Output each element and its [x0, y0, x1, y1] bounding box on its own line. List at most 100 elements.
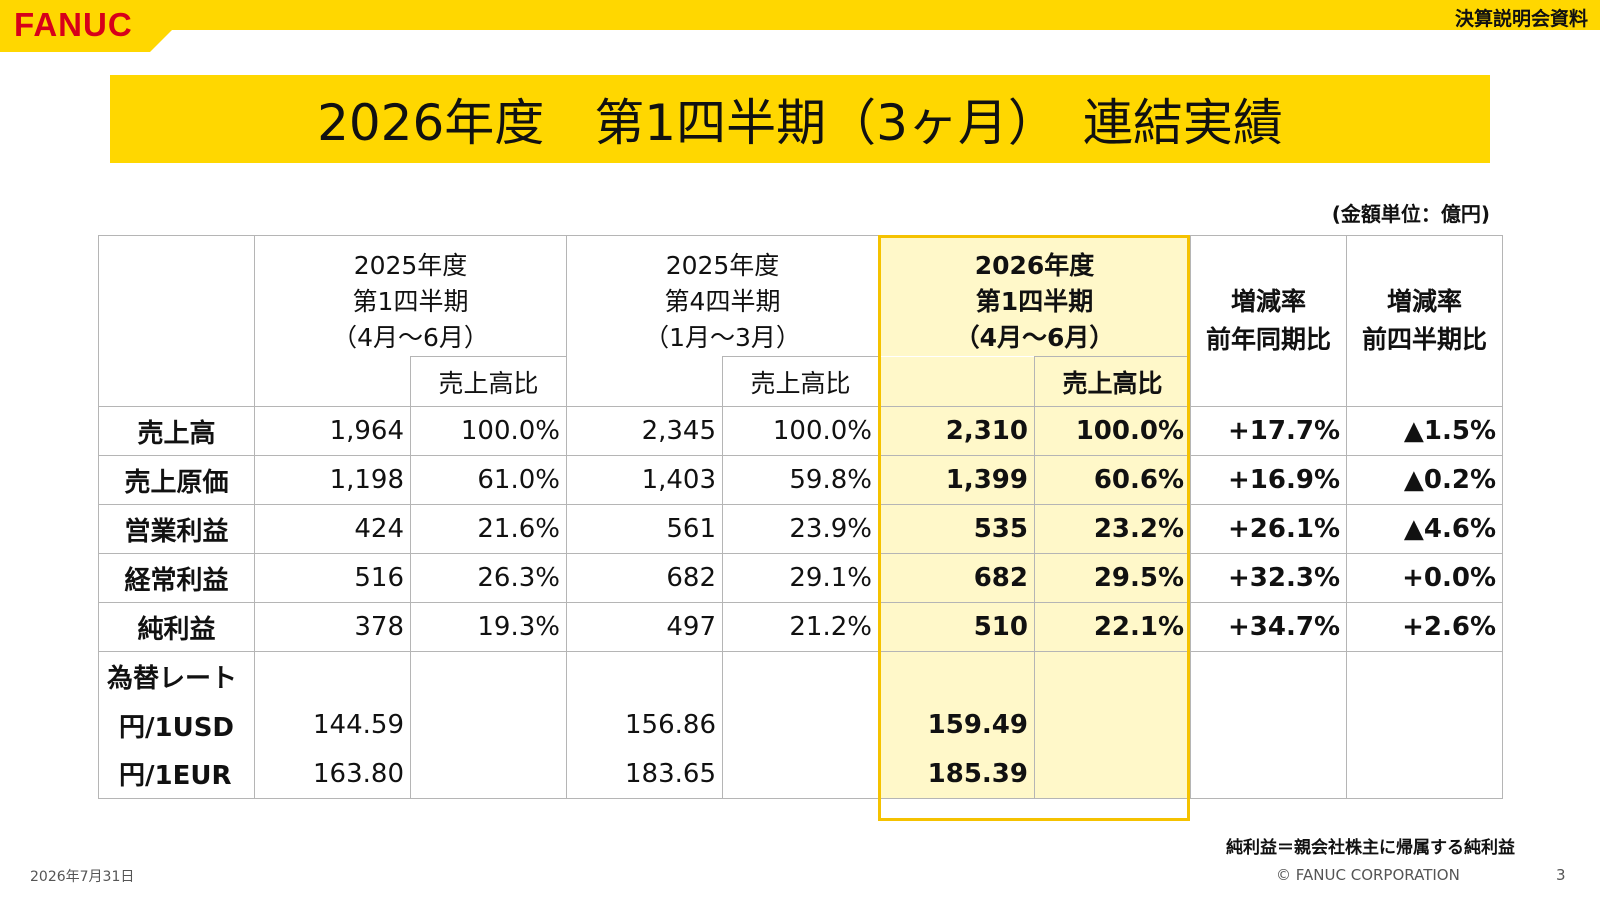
yoy-cell: +34.7% [1190, 602, 1348, 652]
fx-value: 163.80 [254, 749, 411, 799]
value-cell: 516 [254, 553, 411, 603]
table-row-sales: 売上高 1,964 100.0% 2,345 100.0% 2,310 100.… [98, 406, 1504, 456]
value-cell: 1,198 [254, 455, 411, 505]
header-row: 2025年度 第1四半期 （4月～6月） 2025年度 第4四半期 （1月～3月… [98, 235, 1504, 407]
value-cell: 1,964 [254, 406, 411, 456]
yoy-cell: +17.7% [1190, 406, 1348, 456]
empty-cell [722, 700, 879, 750]
value-cell: 561 [566, 504, 723, 554]
value-cell: 2,310 [878, 406, 1035, 456]
ratio-cell: 29.5% [1033, 553, 1192, 603]
table-row-eur: 円/1EUR 163.80 183.65 185.39 [98, 749, 1504, 799]
value-cell: 2,345 [566, 406, 723, 456]
row-label: 売上高 [98, 406, 255, 456]
empty-cell [722, 749, 879, 799]
ratio-cell: 19.3% [410, 602, 567, 652]
empty-cell [1346, 700, 1504, 750]
table-row-usd: 円/1USD 144.59 156.86 159.49 [98, 700, 1504, 750]
fx-value: 144.59 [254, 700, 411, 750]
value-cell: 424 [254, 504, 411, 554]
empty-cell [254, 651, 411, 701]
document-type-label: 決算説明会資料 [1454, 8, 1588, 30]
empty-cell [1346, 749, 1504, 799]
table-row-fx-label: 為替レート [98, 651, 1504, 701]
col-header-prev-year-q1: 2025年度 第1四半期 （4月～6月） [254, 235, 567, 357]
subheader-row: 売上高比 売上高比 売上高比 [99, 356, 1503, 407]
empty-cell [1190, 651, 1348, 701]
table-row-operating-income: 営業利益 424 21.6% 561 23.9% 535 23.2% +26.1… [98, 504, 1504, 554]
empty-cell [722, 651, 879, 701]
ratio-cell: 60.6% [1033, 455, 1192, 505]
ratio-cell: 21.2% [722, 602, 879, 652]
ratio-header-current: 売上高比 [1033, 356, 1192, 407]
empty-cell [1033, 700, 1192, 750]
ratio-cell: 100.0% [722, 406, 879, 456]
spacer-cell [254, 356, 411, 407]
col-header-prev-q4: 2025年度 第4四半期 （1月～3月） [566, 235, 879, 357]
empty-cell [1033, 651, 1192, 701]
yoy-cell: +32.3% [1190, 553, 1348, 603]
ratio-cell: 59.8% [722, 455, 879, 505]
fx-value: 185.39 [878, 749, 1035, 799]
table-row-cost-of-sales: 売上原価 1,198 61.0% 1,403 59.8% 1,399 60.6%… [98, 455, 1504, 505]
empty-cell [1190, 749, 1348, 799]
fx-label: 為替レート [98, 651, 255, 701]
fx-value: 183.65 [566, 749, 723, 799]
fx-usd-label: 円/1USD [98, 700, 255, 750]
yoy-cell: +26.1% [1190, 504, 1348, 554]
ratio-cell: 23.9% [722, 504, 879, 554]
value-cell: 1,399 [878, 455, 1035, 505]
row-label: 営業利益 [98, 504, 255, 554]
ratio-cell: 100.0% [1033, 406, 1192, 456]
row-label: 純利益 [98, 602, 255, 652]
page-number: 3 [1556, 866, 1566, 884]
fx-value: 156.86 [566, 700, 723, 750]
fx-eur-label: 円/1EUR [98, 749, 255, 799]
page-title: 2026年度 第1四半期（3ヶ月） 連結実績 [317, 94, 1283, 152]
ratio-cell: 26.3% [410, 553, 567, 603]
qoq-cell: +2.6% [1346, 602, 1504, 652]
value-cell: 682 [878, 553, 1035, 603]
fanuc-logo: FANUC [14, 6, 133, 43]
title-banner: 2026年度 第1四半期（3ヶ月） 連結実績 [110, 75, 1490, 163]
table-row-ordinary-income: 経常利益 516 26.3% 682 29.1% 682 29.5% +32.3… [98, 553, 1504, 603]
financial-results-table: 2025年度 第1四半期 （4月～6月） 2025年度 第4四半期 （1月～3月… [98, 235, 1504, 799]
qoq-cell: ▲0.2% [1346, 455, 1504, 505]
ratio-cell: 22.1% [1033, 602, 1192, 652]
fx-value: 159.49 [878, 700, 1035, 750]
value-cell: 510 [878, 602, 1035, 652]
empty-cell [410, 651, 567, 701]
empty-cell [410, 749, 567, 799]
ratio-cell: 61.0% [410, 455, 567, 505]
ratio-header-prev-year: 売上高比 [410, 356, 567, 407]
empty-cell [878, 651, 1035, 701]
value-cell: 535 [878, 504, 1035, 554]
empty-cell [1190, 700, 1348, 750]
corner-cell [98, 235, 255, 407]
row-label: 経常利益 [98, 553, 255, 603]
value-cell: 497 [566, 602, 723, 652]
qoq-cell: +0.0% [1346, 553, 1504, 603]
row-label: 売上原価 [98, 455, 255, 505]
empty-cell [566, 651, 723, 701]
table-row-net-income: 純利益 378 19.3% 497 21.2% 510 22.1% +34.7%… [98, 602, 1504, 652]
qoq-cell: ▲4.6% [1346, 504, 1504, 554]
ratio-cell: 100.0% [410, 406, 567, 456]
value-cell: 1,403 [566, 455, 723, 505]
footer-date: 2026年7月31日 [30, 869, 135, 885]
footnote: 純利益＝親会社株主に帰属する純利益 [1226, 838, 1515, 858]
yoy-cell: +16.9% [1190, 455, 1348, 505]
unit-note: (金額単位：億円) [1331, 202, 1490, 226]
value-cell: 682 [566, 553, 723, 603]
empty-cell [410, 700, 567, 750]
empty-cell [1346, 651, 1504, 701]
spacer-cell [878, 356, 1035, 407]
top-banner: FANUC 決算説明会資料 [0, 0, 1600, 52]
ratio-cell: 21.6% [410, 504, 567, 554]
col-header-qoq: 増減率 前四半期比 [1346, 235, 1504, 407]
ratio-cell: 23.2% [1033, 504, 1192, 554]
ratio-header-prev-q4: 売上高比 [722, 356, 879, 407]
banner-shape [0, 0, 1600, 52]
col-header-yoy: 増減率 前年同期比 [1190, 235, 1348, 407]
footer-copyright: © FANUC CORPORATION [1276, 866, 1460, 884]
